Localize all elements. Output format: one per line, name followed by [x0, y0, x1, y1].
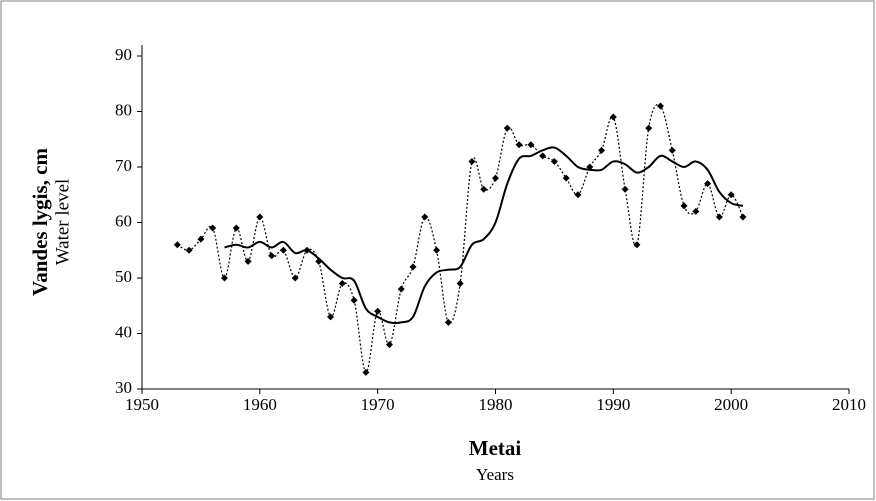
data-point	[232, 224, 240, 232]
data-point	[574, 191, 582, 199]
data-point	[739, 213, 747, 221]
y-tick-label: 40	[115, 322, 132, 341]
data-point	[668, 146, 676, 154]
data-point	[527, 141, 535, 149]
data-point	[456, 280, 464, 288]
data-point	[268, 252, 276, 260]
data-point	[539, 152, 547, 160]
data-point	[621, 185, 629, 193]
data-point	[503, 124, 511, 132]
x-axis-subtitle: Years	[476, 465, 514, 484]
data-point	[515, 141, 523, 149]
y-tick-label: 50	[115, 267, 132, 286]
y-tick-label: 60	[115, 211, 132, 230]
data-point	[279, 246, 287, 254]
data-point	[715, 213, 723, 221]
y-axis-subtitle: Water level	[52, 179, 73, 266]
data-point	[433, 246, 441, 254]
data-point	[562, 174, 570, 182]
data-point	[645, 124, 653, 132]
x-tick-label: 2000	[714, 395, 748, 414]
data-point	[480, 185, 488, 193]
data-point	[374, 307, 382, 315]
data-point	[692, 207, 700, 215]
data-point	[727, 191, 735, 199]
data-point	[468, 157, 476, 165]
series-line	[224, 146, 744, 325]
data-point	[256, 213, 264, 221]
x-axis-title: Metai	[469, 436, 522, 460]
data-point	[291, 274, 299, 282]
data-point	[598, 146, 606, 154]
data-point	[421, 213, 429, 221]
y-axis-title: Vandes lygis, cm	[28, 147, 52, 296]
x-tick-label: 1950	[125, 395, 159, 414]
x-tick-label: 1970	[361, 395, 395, 414]
data-point	[185, 246, 193, 254]
data-point	[492, 174, 499, 182]
data-point	[385, 341, 393, 349]
data-point	[244, 257, 252, 265]
x-tick-label: 1980	[479, 395, 513, 414]
data-point	[609, 113, 617, 121]
y-tick-label: 80	[115, 100, 132, 119]
data-point	[362, 368, 370, 376]
data-point	[444, 318, 452, 326]
data-point	[704, 180, 712, 188]
series-line	[177, 104, 744, 373]
x-tick-label: 2010	[832, 395, 866, 414]
data-point	[633, 241, 641, 249]
data-point	[397, 285, 405, 293]
data-point	[656, 102, 664, 110]
y-tick-label: 30	[115, 378, 132, 397]
x-tick-label: 1960	[243, 395, 277, 414]
y-tick-label: 70	[115, 156, 132, 175]
data-point	[220, 274, 228, 282]
data-point	[680, 202, 688, 210]
data-point	[409, 263, 417, 271]
data-point	[173, 241, 181, 249]
data-point	[197, 235, 205, 243]
y-tick-label: 90	[115, 45, 132, 64]
data-point	[338, 280, 346, 288]
x-tick-label: 1990	[596, 395, 630, 414]
data-point	[327, 313, 335, 321]
data-point	[550, 157, 558, 165]
data-point	[350, 296, 358, 304]
data-point	[209, 224, 217, 232]
